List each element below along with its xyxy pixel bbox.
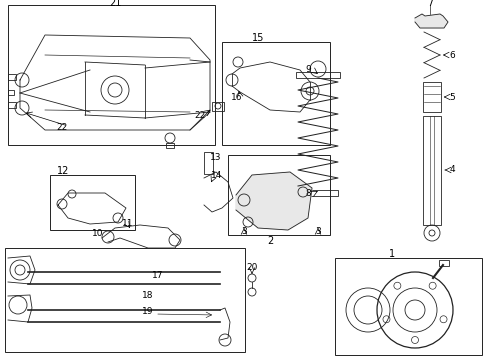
Bar — [166, 143, 174, 148]
Text: 15: 15 — [252, 33, 264, 43]
Text: 3: 3 — [315, 228, 321, 237]
Bar — [8, 5, 215, 145]
Text: 8: 8 — [305, 189, 311, 198]
Text: 18: 18 — [142, 292, 154, 301]
Text: 22: 22 — [56, 123, 68, 132]
Bar — [296, 72, 340, 78]
Bar — [5, 248, 245, 352]
Bar — [228, 155, 330, 235]
Bar — [335, 258, 482, 355]
Bar — [8, 90, 14, 95]
Bar — [204, 152, 213, 174]
Text: 1: 1 — [389, 249, 395, 259]
Text: 14: 14 — [211, 171, 222, 180]
Bar — [8, 102, 16, 108]
Text: 17: 17 — [152, 271, 164, 280]
Bar — [439, 260, 449, 266]
Text: 4: 4 — [449, 166, 455, 175]
Text: 6: 6 — [449, 50, 455, 59]
Text: 10: 10 — [92, 229, 104, 238]
Bar — [423, 82, 441, 112]
Polygon shape — [236, 172, 312, 230]
Text: 21: 21 — [109, 0, 121, 8]
Bar — [50, 175, 135, 230]
Bar — [8, 74, 16, 80]
Text: 19: 19 — [142, 307, 154, 316]
Bar — [423, 116, 441, 225]
Text: 7: 7 — [427, 0, 433, 8]
Text: 13: 13 — [210, 153, 222, 162]
Bar — [212, 102, 224, 111]
Text: 22: 22 — [195, 112, 206, 121]
Text: 9: 9 — [305, 66, 311, 75]
Polygon shape — [415, 14, 448, 28]
Text: 3: 3 — [241, 228, 247, 237]
Text: 2: 2 — [267, 236, 273, 246]
Bar — [222, 42, 330, 145]
Text: 5: 5 — [449, 93, 455, 102]
Text: 16: 16 — [231, 94, 243, 103]
Bar — [298, 190, 338, 196]
Text: 12: 12 — [57, 166, 69, 176]
Text: 11: 11 — [122, 219, 134, 228]
Text: 20: 20 — [246, 264, 258, 273]
